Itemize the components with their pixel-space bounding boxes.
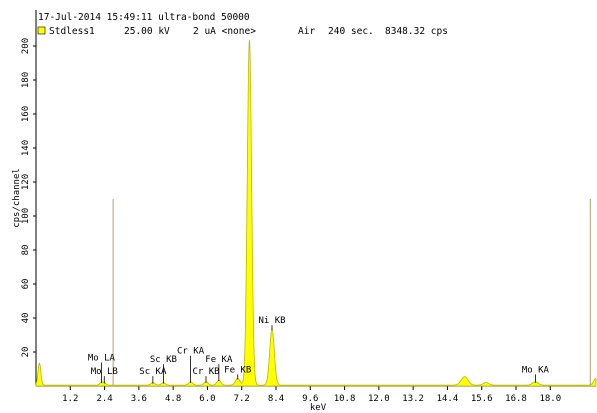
x-tick-label: 9.6 xyxy=(302,394,318,404)
y-tick-group: 20 40 60 80 100 120 140 160 180 200 xyxy=(21,38,36,358)
peak-annotation: Cr KA xyxy=(177,347,205,383)
peak-annotation: Fe KB xyxy=(224,365,251,380)
x-tick-label: 6.0 xyxy=(199,394,215,404)
x-tick-label: 10.8 xyxy=(334,394,356,404)
y-tick-label: 120 xyxy=(21,174,31,190)
sample-legend-swatch xyxy=(37,26,46,35)
y-tick-label: 80 xyxy=(21,245,31,256)
y-tick-label: 140 xyxy=(21,140,31,156)
y-tick-label: 180 xyxy=(21,72,31,88)
peak-annotation: Cr KB xyxy=(192,367,220,383)
x-tick-label: 18.0 xyxy=(539,394,561,404)
live-time: 240 sec. xyxy=(328,26,374,37)
x-tick-label: 13.2 xyxy=(402,394,424,404)
annotation-label: Mo KA xyxy=(522,365,550,375)
y-tick-label: 200 xyxy=(21,38,31,54)
spectrum-area xyxy=(35,40,597,387)
peak-annotation: Mo LA xyxy=(88,354,116,384)
y-axis-label: cps/channel xyxy=(12,168,22,228)
tube-voltage: 25.00 kV xyxy=(124,26,170,37)
spectrum-series xyxy=(35,40,597,387)
annotation-label: Mo LA xyxy=(88,354,116,364)
atmosphere: Air xyxy=(298,26,315,37)
y-tick-label: 20 xyxy=(21,347,31,358)
peak-annotation: Mo KA xyxy=(522,365,550,383)
x-tick-label: 2.4 xyxy=(96,394,112,404)
annotation-label: Cr KB xyxy=(192,367,219,377)
y-tick-label: 60 xyxy=(21,279,31,290)
y-tick-label: 100 xyxy=(21,208,31,224)
peak-annotation: Sc KA xyxy=(139,367,167,384)
x-tick-label: 8.4 xyxy=(268,394,284,404)
peak-annotation: Fe KA xyxy=(205,355,233,382)
peak-annotation: Mo LB xyxy=(91,367,118,384)
tube-current: 2 uA <none> xyxy=(193,26,256,37)
x-tick-label: 14.4 xyxy=(437,394,459,404)
annotation-label: Fe KB xyxy=(224,365,251,375)
x-tick-label: 3.6 xyxy=(131,394,147,404)
x-tick-label: 16.8 xyxy=(505,394,527,404)
header-title: 17-Jul-2014 15:49:11 ultra-bond 50000 xyxy=(38,12,250,23)
peak-annotation: Ni KB xyxy=(258,316,286,331)
x-tick-label: 15.6 xyxy=(471,394,493,404)
x-tick-label: 4.8 xyxy=(165,394,181,404)
x-tick-label: 1.2 xyxy=(62,394,78,404)
annotation-label: Ni KB xyxy=(258,316,285,326)
x-tick-label: 7.2 xyxy=(234,394,250,404)
annotation-label: Sc KB xyxy=(150,355,177,365)
x-tick-group: 1.2 2.4 3.6 4.8 6.0 7.2 8.4 9.6 10.8 12.0 13.2 14.4… xyxy=(62,386,561,404)
peak-annotation: Sc KB xyxy=(150,355,177,384)
annotation-label: Cr KA xyxy=(177,347,205,357)
x-axis-label: keV xyxy=(310,403,327,413)
x-tick-label: 12.0 xyxy=(368,394,390,404)
y-tick-label: 40 xyxy=(21,313,31,324)
annotation-label: Sc KA xyxy=(139,367,167,377)
roi-marker-group xyxy=(112,199,591,386)
y-tick-label: 160 xyxy=(21,106,31,122)
count-rate: 8348.32 cps xyxy=(385,26,448,37)
annotation-label: Fe KA xyxy=(205,355,233,365)
annotation-label: Mo LB xyxy=(91,367,118,377)
sample-name: Stdless1 xyxy=(49,26,95,37)
